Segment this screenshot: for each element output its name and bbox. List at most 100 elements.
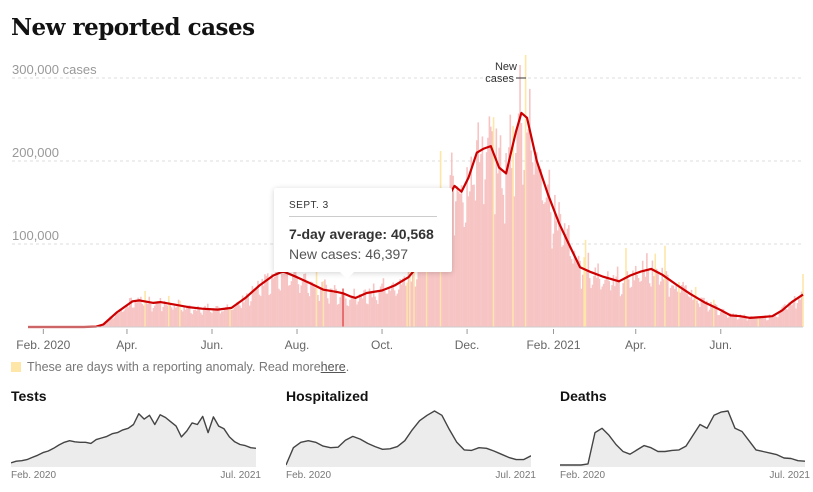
daily-bar [172,309,174,327]
cases-chart[interactable]: Feb. 2020 Apr. Jun. Aug. Oct. Dec. Feb. 2021 Ap… [0,55,813,355]
mini-start-label: Feb. 2020 [560,470,606,481]
daily-bar [305,281,308,327]
daily-bar [647,270,650,327]
daily-bar [779,309,782,327]
mini-start-label: Feb. 2020 [11,470,57,481]
daily-bar [126,305,128,327]
mini-end-label: Jul. 2021 [769,470,810,481]
daily-bar [204,305,206,327]
daily-bar [697,303,700,327]
daily-bar [325,284,328,327]
daily-bar [480,154,482,327]
x-tick-label: Dec. [455,338,480,352]
daily-bar [749,316,751,327]
daily-bar [661,267,664,327]
anomaly-bar [167,295,170,327]
daily-bar [317,294,319,327]
read-more-link[interactable]: here [320,360,346,374]
daily-bar [774,315,776,327]
anomaly-bar [584,239,587,327]
anomaly-bar [179,300,181,327]
daily-bar [140,296,142,327]
daily-bar [519,65,521,328]
daily-bar [637,277,640,327]
daily-bar [299,292,301,327]
sparkline-area [11,413,256,467]
daily-bar [211,313,213,327]
daily-bar [329,288,332,327]
daily-bar [616,266,619,327]
x-tick-label: Oct. [371,338,393,352]
daily-bar [799,299,802,327]
daily-bar [417,269,420,327]
daily-bar [361,298,364,327]
daily-bar [503,223,506,327]
daily-bar [400,284,403,327]
daily-bar [173,305,176,327]
anomaly-bar [413,261,415,327]
daily-bar [739,314,742,327]
daily-bar [778,311,781,327]
daily-bar [646,253,648,327]
daily-bar [598,278,601,327]
daily-bar [364,289,367,327]
daily-bar [648,283,651,327]
daily-bar [668,296,670,327]
daily-bar [522,184,524,327]
daily-bar [515,153,517,327]
daily-bar [257,280,259,327]
daily-bar [641,260,644,327]
daily-bar [731,315,733,327]
daily-bar [286,265,289,327]
daily-bar [194,309,197,327]
daily-bar [612,275,615,327]
daily-bar [499,135,502,327]
daily-bar [328,303,330,327]
daily-bar [534,155,537,327]
legend-text: These are days with a reporting anomaly.… [27,360,321,374]
daily-bar [388,288,390,327]
daily-bar [537,165,539,327]
daily-bar [718,315,721,327]
daily-bar [272,278,275,327]
daily-bar [127,307,130,327]
daily-bar [721,308,723,327]
daily-bar [266,273,269,327]
daily-bar [551,248,553,327]
daily-bar [767,319,769,327]
daily-bar [438,225,440,327]
daily-bar [669,288,672,327]
mini-chart-hospitalized[interactable]: Hospitalized Feb. 2020 Jul. 2021 [286,385,536,485]
daily-bar [159,298,162,327]
daily-bar [381,283,383,327]
daily-bar [768,314,771,327]
daily-bar [106,319,109,327]
daily-bar [365,303,368,327]
daily-bar [112,318,114,327]
daily-bar [568,225,570,327]
anomaly-swatch [11,362,21,372]
daily-bar [307,292,309,327]
mini-chart-tests[interactable]: Tests Feb. 2020 Jul. 2021 [11,385,261,485]
daily-bar [643,270,645,327]
daily-bar [717,315,719,327]
daily-bar [502,194,505,327]
daily-bar [349,299,351,327]
daily-bar [149,303,152,327]
daily-bar [154,305,156,327]
daily-bar [601,286,604,327]
daily-bar [742,315,744,327]
daily-bar [244,297,247,327]
daily-bar [626,271,629,327]
anomaly-bar [654,253,657,327]
daily-bar [710,301,712,327]
daily-bar [680,285,683,327]
daily-bar [435,245,438,327]
anomaly-bar [229,308,231,327]
daily-bar [368,288,371,327]
mini-chart-deaths[interactable]: Deaths Feb. 2020 Jul. 2021 [560,385,810,485]
daily-bar [481,136,484,327]
page-title: New reported cases [11,14,255,41]
daily-bar [403,276,406,327]
anomaly-bar [492,117,495,328]
